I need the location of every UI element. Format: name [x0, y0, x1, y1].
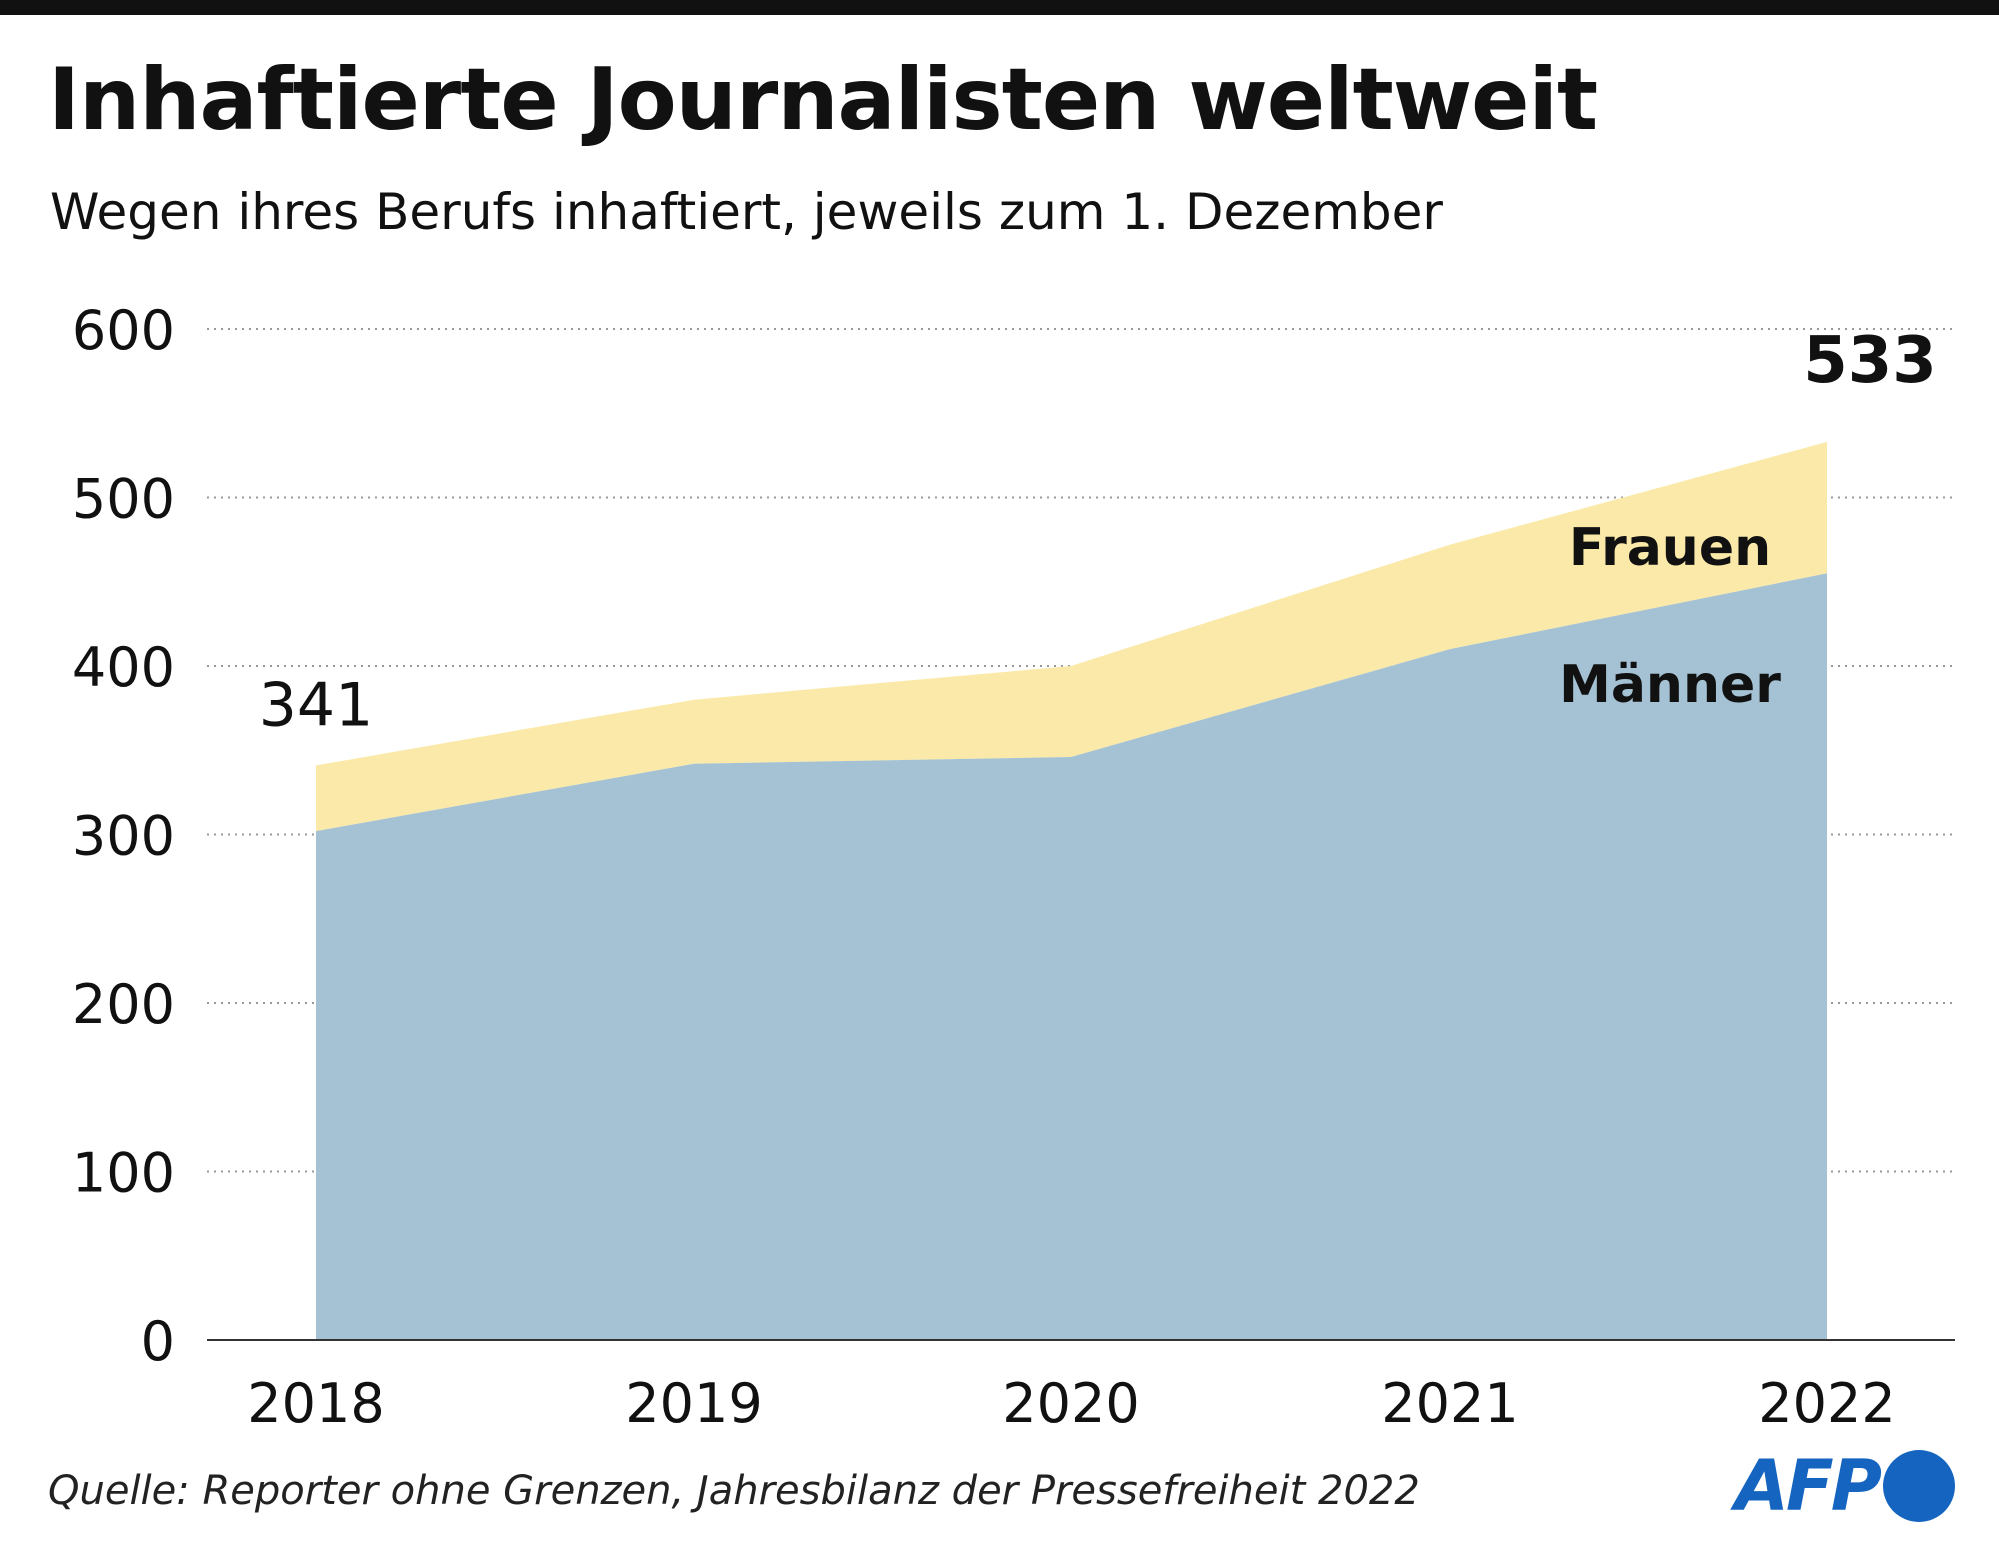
y-tick-label: 600	[72, 299, 175, 362]
source-note: Quelle: Reporter ohne Grenzen, Jahresbil…	[48, 1468, 1420, 1514]
legend-label-frauen: Frauen	[1569, 518, 1771, 578]
y-tick-label: 400	[72, 636, 175, 699]
y-tick-label: 100	[72, 1142, 175, 1205]
legend-label-maenner: Männer	[1559, 655, 1781, 715]
afp-logo: AFP	[1735, 1445, 1955, 1527]
y-tick-label: 300	[72, 805, 175, 868]
y-tick-label: 0	[141, 1310, 175, 1373]
x-tick-label: 2021	[1381, 1372, 1518, 1435]
chart-title: Inhaftierte Journalisten weltweit	[48, 50, 1598, 150]
y-tick-label: 200	[72, 973, 175, 1036]
top-rule	[0, 0, 1999, 15]
x-tick-label: 2020	[1002, 1372, 1139, 1435]
x-tick-label: 2019	[625, 1372, 762, 1435]
y-tick-label: 500	[72, 468, 175, 531]
data-label-2018: 341	[259, 670, 374, 740]
series-area-maenner	[316, 573, 1827, 1340]
afp-logo-text: AFP	[1734, 1445, 1882, 1527]
afp-logo-dot	[1883, 1450, 1955, 1522]
data-label-2022: 533	[1803, 324, 1937, 398]
chart-subtitle: Wegen ihres Berufs inhaftiert, jeweils z…	[50, 183, 1443, 241]
x-tick-label: 2018	[247, 1372, 384, 1435]
series-area-frauen	[316, 441, 1827, 832]
x-tick-label: 2022	[1758, 1372, 1895, 1435]
